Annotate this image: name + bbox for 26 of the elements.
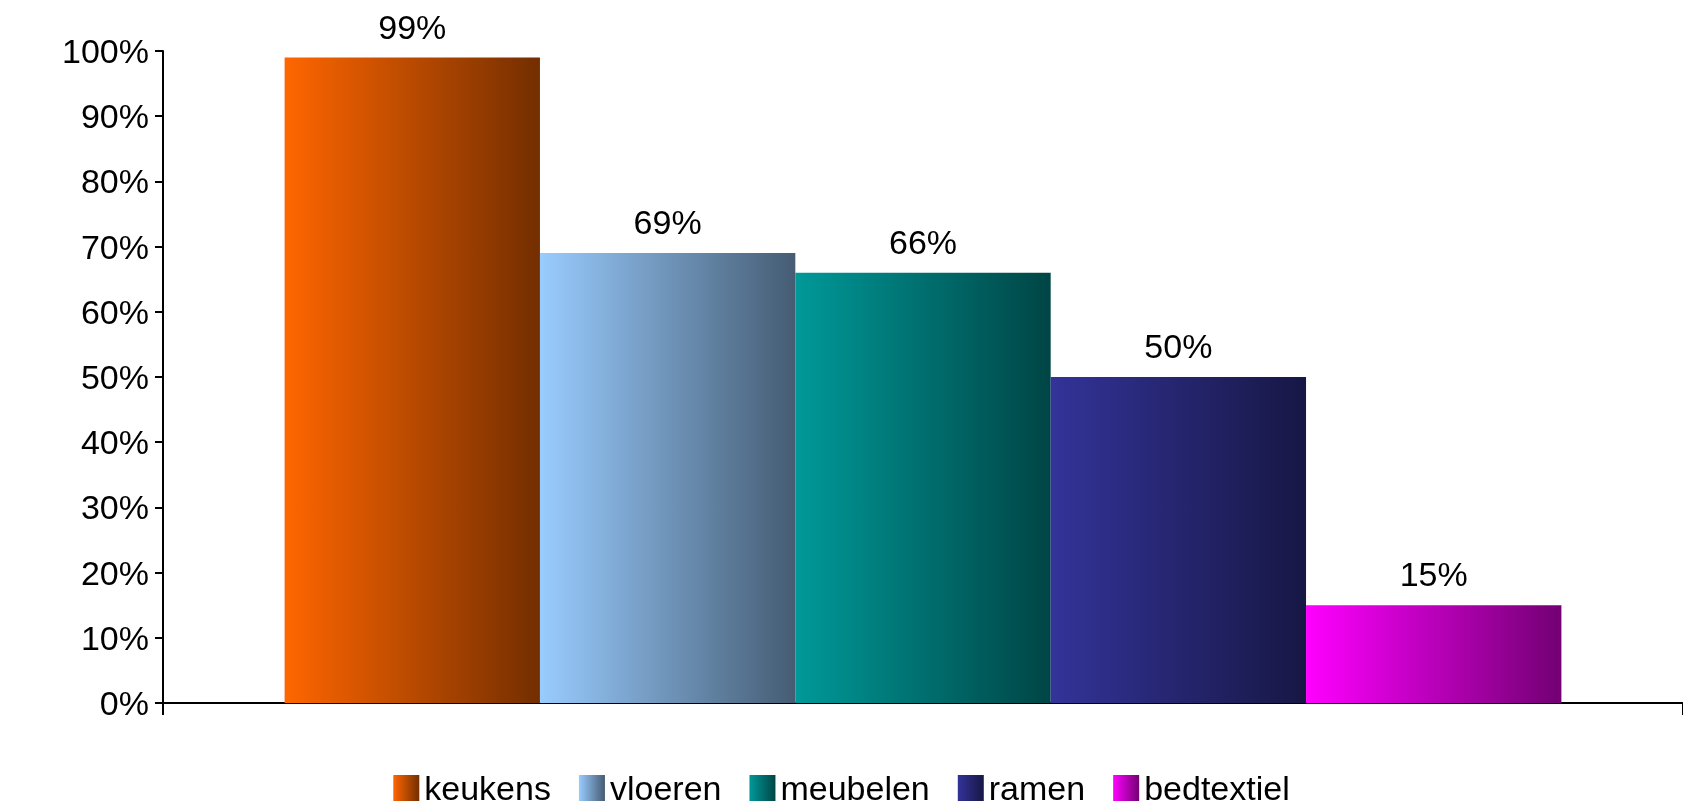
y-tick-label: 0% (99, 684, 149, 722)
y-tick-label: 80% (80, 162, 149, 201)
legend-label: ramen (988, 769, 1086, 807)
data-label: 50% (1144, 327, 1213, 365)
bar (539, 253, 796, 703)
y-tick-label: 90% (80, 97, 149, 136)
y-tick-label: 30% (80, 488, 149, 527)
bar (1306, 605, 1562, 703)
legend-label: keukens (424, 769, 551, 807)
legend-label: vloeren (609, 769, 722, 807)
y-tick-label: 10% (80, 618, 149, 657)
data-label: 66% (888, 222, 958, 261)
data-label: 99% (378, 7, 447, 46)
y-tick-label: 40% (80, 423, 149, 462)
y-tick-label: 100% (62, 32, 149, 70)
legend-label: meubelen (780, 769, 930, 807)
y-tick-label: 20% (80, 553, 149, 592)
y-tick-label: 50% (80, 358, 149, 396)
data-label: 15% (1399, 555, 1468, 594)
bar (795, 272, 1051, 703)
data-label: 69% (633, 203, 702, 242)
legend-label: bedtextiel (1144, 769, 1290, 807)
bar (284, 57, 540, 703)
y-tick-label: 60% (80, 292, 149, 331)
bar (1050, 377, 1307, 703)
y-tick-label: 70% (80, 227, 149, 266)
